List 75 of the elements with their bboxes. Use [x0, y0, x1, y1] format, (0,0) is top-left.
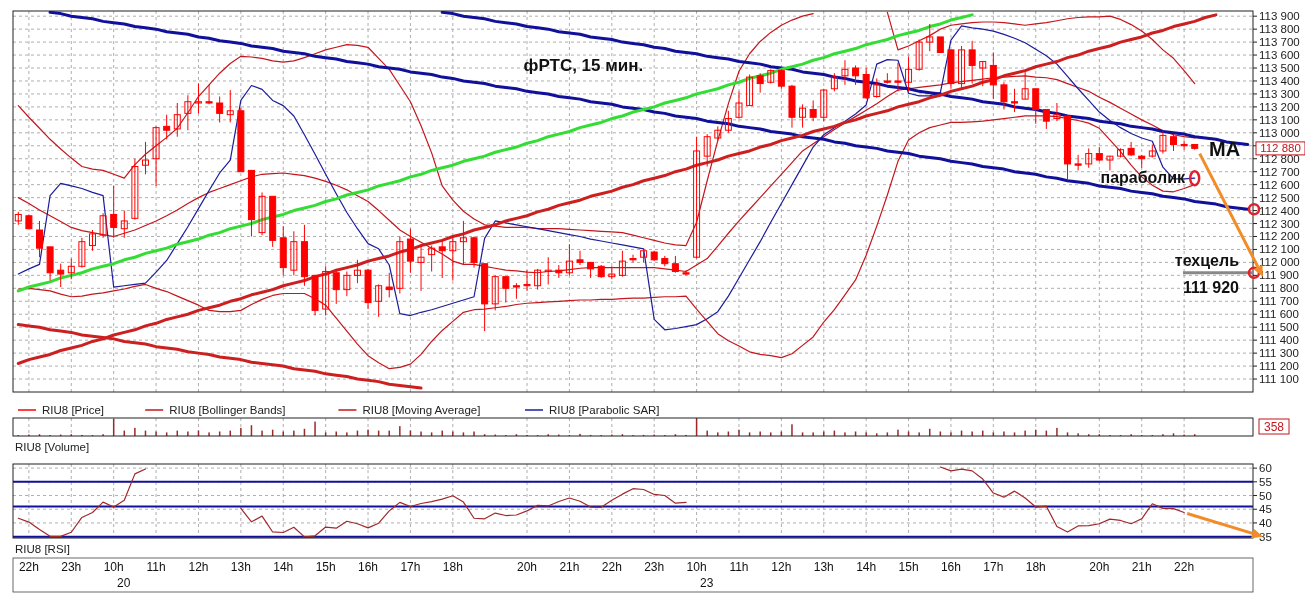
y-tick-label: 35 [1259, 530, 1272, 543]
y-tick-label: 40 [1259, 516, 1272, 529]
text: RIU8 [Volume] [15, 441, 90, 453]
y-tick-label: 45 [1259, 503, 1272, 516]
y-tick-label: 113 600 [1259, 49, 1300, 62]
legend-label: RIU8 [Price] [42, 404, 104, 416]
text: 112 880 [1260, 142, 1301, 155]
y-tick-label: 112 100 [1259, 243, 1300, 256]
y-tick-label: 113 900 [1259, 10, 1300, 23]
annotation: техцель [1174, 252, 1240, 269]
text: фРТС, 15 мин. [523, 56, 644, 75]
y-tick-label: 111 600 [1259, 308, 1299, 321]
x-tick-label: 12h [771, 560, 792, 574]
x-tick-label: 18h [442, 560, 463, 574]
x-tick-label: 15h [898, 560, 919, 574]
y-tick-label: 111 100 [1259, 373, 1299, 386]
x-tick-label: 10h [103, 560, 124, 574]
y-tick-label: 55 [1259, 475, 1272, 488]
x-tick-label: 22h [601, 560, 622, 574]
x-tick-label: 23h [61, 560, 82, 574]
y-tick-label: 112 700 [1259, 165, 1300, 178]
text: 20 [117, 576, 131, 590]
x-tick-label: 22h [1174, 560, 1195, 574]
y-tick-label: 113 000 [1259, 126, 1300, 139]
x-tick-label: 11h [729, 560, 749, 574]
x-tick-label: 15h [315, 560, 336, 574]
x-tick-label: 16h [940, 560, 961, 574]
x-tick-label: 16h [358, 560, 379, 574]
x-tick-label: 20h [1089, 560, 1110, 574]
x-tick-label: 12h [188, 560, 209, 574]
text: RIU8 [RSI] [15, 543, 70, 555]
y-tick-label: 111 700 [1259, 295, 1299, 308]
x-tick-label: 10h [686, 560, 707, 574]
x-tick-label: 20h [517, 560, 538, 574]
y-tick-label: 111 800 [1259, 282, 1299, 295]
y-tick-label: 111 300 [1259, 347, 1299, 360]
y-tick-label: 112 000 [1259, 256, 1300, 269]
x-tick-label: 23h [644, 560, 665, 574]
x-tick-label: 11h [146, 560, 166, 574]
text: 358 [1263, 420, 1285, 434]
y-tick-label: 112 400 [1259, 204, 1300, 217]
x-tick-label: 18h [1025, 560, 1046, 574]
y-tick-label: 113 500 [1259, 62, 1300, 75]
text: 23 [700, 576, 714, 590]
x-tick-label: 13h [230, 560, 251, 574]
x-tick-label: 22h [18, 560, 39, 574]
y-tick-label: 113 700 [1259, 36, 1300, 49]
x-tick-label: 14h [273, 560, 294, 574]
y-tick-label: 113 300 [1259, 87, 1300, 100]
y-tick-label: 113 800 [1259, 23, 1300, 36]
y-tick-label: 113 100 [1259, 113, 1300, 126]
y-tick-label: 50 [1259, 489, 1272, 502]
y-tick-label: 111 400 [1259, 334, 1299, 347]
x-tick-label: 17h [983, 560, 1004, 574]
y-tick-label: 112 500 [1259, 191, 1300, 204]
legend-label: RIU8 [Moving Average] [362, 404, 481, 416]
y-tick-label: 60 [1259, 462, 1272, 475]
legend-label: RIU8 [Bollinger Bands] [169, 404, 286, 416]
y-tick-label: 111 900 [1259, 269, 1299, 282]
x-tick-label: 21h [559, 560, 580, 574]
y-tick-label: 111 500 [1259, 321, 1299, 334]
legend-label: RIU8 [Parabolic SAR] [549, 404, 660, 416]
y-tick-label: 113 200 [1259, 100, 1300, 113]
annotation: 111 920 [1182, 279, 1240, 296]
y-tick-label: 111 200 [1259, 360, 1299, 373]
x-tick-label: 14h [856, 560, 877, 574]
y-tick-label: 112 200 [1259, 230, 1300, 243]
x-tick-label: 21h [1131, 560, 1152, 574]
x-tick-label: 13h [813, 560, 834, 574]
y-tick-label: 112 600 [1259, 178, 1300, 191]
y-tick-label: 112 800 [1259, 152, 1300, 165]
y-tick-label: 113 400 [1259, 74, 1300, 87]
x-tick-label: 17h [400, 560, 421, 574]
y-tick-label: 112 300 [1259, 217, 1300, 230]
annotation: MA [1209, 138, 1241, 160]
